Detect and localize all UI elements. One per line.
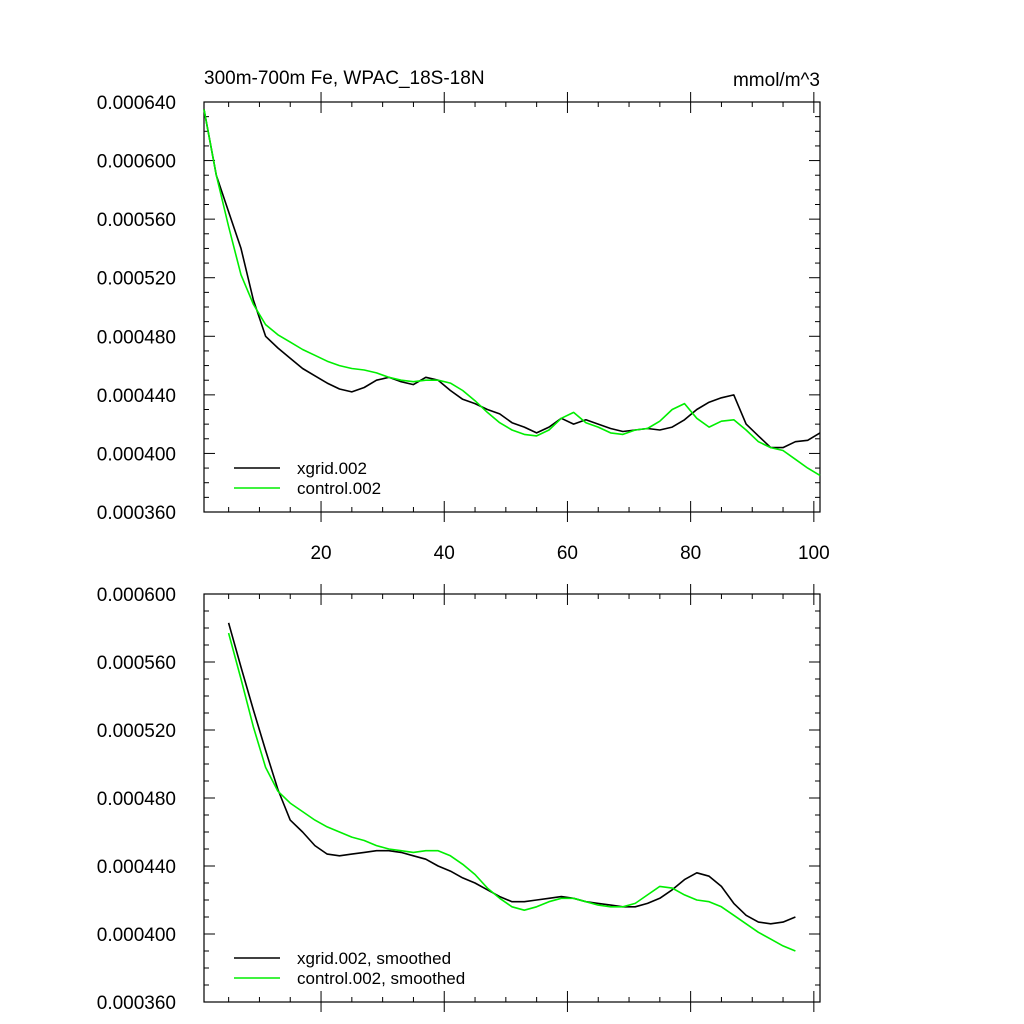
y-tick-label: 0.000480 [97,327,176,348]
x-tick-label: 80 [680,543,701,564]
y-tick-label: 0.000560 [97,210,176,231]
y-tick-label: 0.000400 [97,925,176,946]
units-label: mmol/m^3 [733,70,820,91]
y-tick-label: 0.000480 [97,789,176,810]
x-tick-label: 100 [798,543,830,564]
y-tick-label: 0.000560 [97,653,176,674]
plot-frame-1 [203,101,821,513]
x-tick-label: 40 [434,543,455,564]
series-line-control [227,632,796,952]
legend-label: xgrid.002 [297,459,367,478]
series-line-control [203,109,821,477]
y-tick-label: 0.000440 [97,857,176,878]
series-line-xgrid [227,622,796,925]
y-tick-label: 0.000640 [97,93,176,114]
legend-label: xgrid.002, smoothed [297,949,451,968]
y-tick-label: 0.000520 [97,721,176,742]
x-tick-label: 20 [310,543,331,564]
y-tick-label: 0.000600 [97,585,176,606]
legend-label: control.002, smoothed [297,969,465,988]
x-tick-label: 60 [557,543,578,564]
y-tick-label: 0.000360 [97,993,176,1014]
y-tick-label: 0.000520 [97,269,176,290]
y-tick-label: 0.000400 [97,444,176,465]
y-tick-label: 0.000360 [97,503,176,524]
plot-frame-2 [203,593,821,1003]
chart-title: 300m-700m Fe, WPAC_18S-18N [204,68,485,89]
legend-label: control.002 [297,479,381,498]
y-tick-label: 0.000600 [97,152,176,173]
series-line-xgrid [203,109,821,449]
y-tick-label: 0.000440 [97,386,176,407]
